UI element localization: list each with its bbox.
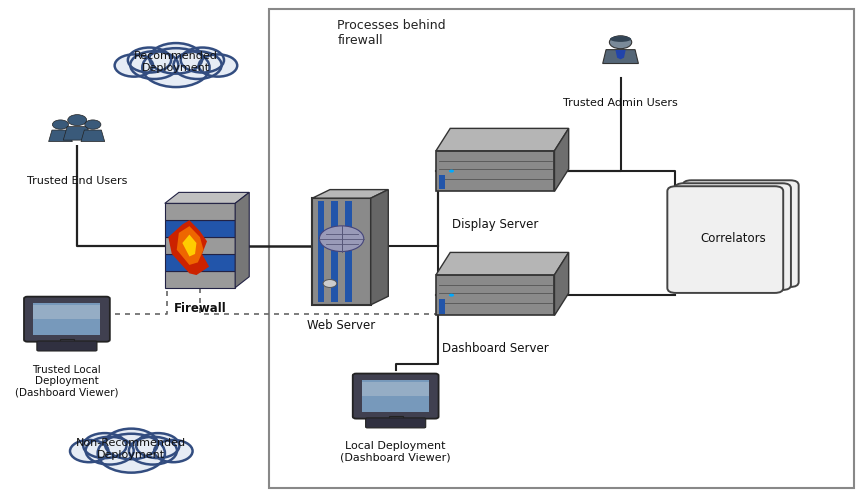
FancyBboxPatch shape bbox=[667, 186, 783, 293]
FancyBboxPatch shape bbox=[683, 180, 798, 287]
Polygon shape bbox=[235, 193, 249, 288]
Polygon shape bbox=[436, 128, 569, 151]
Circle shape bbox=[181, 47, 224, 72]
Circle shape bbox=[53, 120, 68, 129]
FancyBboxPatch shape bbox=[389, 416, 403, 423]
Polygon shape bbox=[603, 49, 638, 63]
Polygon shape bbox=[555, 128, 569, 192]
Text: Correlators: Correlators bbox=[700, 232, 766, 245]
Circle shape bbox=[154, 440, 193, 462]
Circle shape bbox=[323, 279, 337, 287]
Text: Display Server: Display Server bbox=[452, 218, 538, 231]
Polygon shape bbox=[313, 190, 388, 198]
FancyBboxPatch shape bbox=[365, 418, 426, 428]
Text: Processes behind
firewall: Processes behind firewall bbox=[337, 19, 446, 47]
Circle shape bbox=[149, 43, 202, 74]
Text: Local Deployment
(Dashboard Viewer): Local Deployment (Dashboard Viewer) bbox=[340, 441, 451, 462]
Polygon shape bbox=[48, 130, 73, 142]
Circle shape bbox=[83, 433, 126, 458]
Polygon shape bbox=[63, 127, 92, 140]
Circle shape bbox=[86, 437, 134, 465]
Text: Web Server: Web Server bbox=[308, 319, 376, 332]
Circle shape bbox=[85, 120, 101, 129]
FancyBboxPatch shape bbox=[37, 341, 97, 351]
FancyBboxPatch shape bbox=[675, 183, 791, 290]
Circle shape bbox=[70, 440, 109, 462]
FancyBboxPatch shape bbox=[269, 9, 854, 488]
FancyBboxPatch shape bbox=[313, 198, 371, 305]
Polygon shape bbox=[182, 235, 196, 256]
Circle shape bbox=[130, 51, 178, 79]
FancyBboxPatch shape bbox=[60, 339, 73, 346]
FancyBboxPatch shape bbox=[165, 220, 235, 237]
Text: Trusted End Users: Trusted End Users bbox=[27, 176, 127, 186]
Text: Dashboard Server: Dashboard Server bbox=[442, 342, 549, 355]
Circle shape bbox=[320, 226, 364, 251]
Circle shape bbox=[67, 115, 86, 126]
Circle shape bbox=[98, 434, 165, 473]
Text: Recommended
Deployment: Recommended Deployment bbox=[134, 51, 218, 73]
Circle shape bbox=[143, 48, 210, 87]
Polygon shape bbox=[168, 220, 209, 275]
Text: Trusted Local
Deployment
(Dashboard Viewer): Trusted Local Deployment (Dashboard View… bbox=[16, 365, 118, 398]
FancyBboxPatch shape bbox=[439, 299, 446, 313]
Circle shape bbox=[449, 294, 454, 296]
Ellipse shape bbox=[610, 36, 632, 42]
FancyBboxPatch shape bbox=[318, 201, 324, 302]
FancyBboxPatch shape bbox=[165, 204, 235, 220]
Polygon shape bbox=[177, 226, 204, 265]
Polygon shape bbox=[555, 252, 569, 315]
FancyBboxPatch shape bbox=[34, 305, 100, 319]
Polygon shape bbox=[436, 252, 569, 275]
FancyBboxPatch shape bbox=[165, 254, 235, 271]
FancyBboxPatch shape bbox=[362, 380, 429, 412]
Circle shape bbox=[115, 54, 153, 77]
Circle shape bbox=[174, 51, 221, 79]
FancyBboxPatch shape bbox=[24, 296, 110, 342]
Polygon shape bbox=[371, 190, 388, 305]
Polygon shape bbox=[81, 130, 105, 142]
FancyBboxPatch shape bbox=[165, 237, 235, 254]
Circle shape bbox=[199, 54, 238, 77]
FancyBboxPatch shape bbox=[353, 374, 439, 419]
FancyBboxPatch shape bbox=[362, 382, 429, 396]
Polygon shape bbox=[165, 193, 249, 204]
FancyBboxPatch shape bbox=[439, 175, 446, 190]
Polygon shape bbox=[615, 50, 626, 59]
FancyBboxPatch shape bbox=[165, 271, 235, 288]
Circle shape bbox=[128, 47, 171, 72]
Text: Trusted Admin Users: Trusted Admin Users bbox=[563, 98, 678, 108]
FancyBboxPatch shape bbox=[345, 201, 352, 302]
Text: Firewall: Firewall bbox=[174, 301, 226, 314]
Circle shape bbox=[129, 437, 177, 465]
Circle shape bbox=[609, 36, 632, 49]
FancyBboxPatch shape bbox=[34, 303, 100, 335]
Circle shape bbox=[105, 429, 158, 459]
Circle shape bbox=[449, 170, 454, 173]
Circle shape bbox=[137, 433, 180, 458]
FancyBboxPatch shape bbox=[436, 151, 555, 192]
Text: Non-Recommended
Deployment: Non-Recommended Deployment bbox=[76, 438, 187, 460]
FancyBboxPatch shape bbox=[331, 201, 338, 302]
FancyBboxPatch shape bbox=[436, 275, 555, 315]
